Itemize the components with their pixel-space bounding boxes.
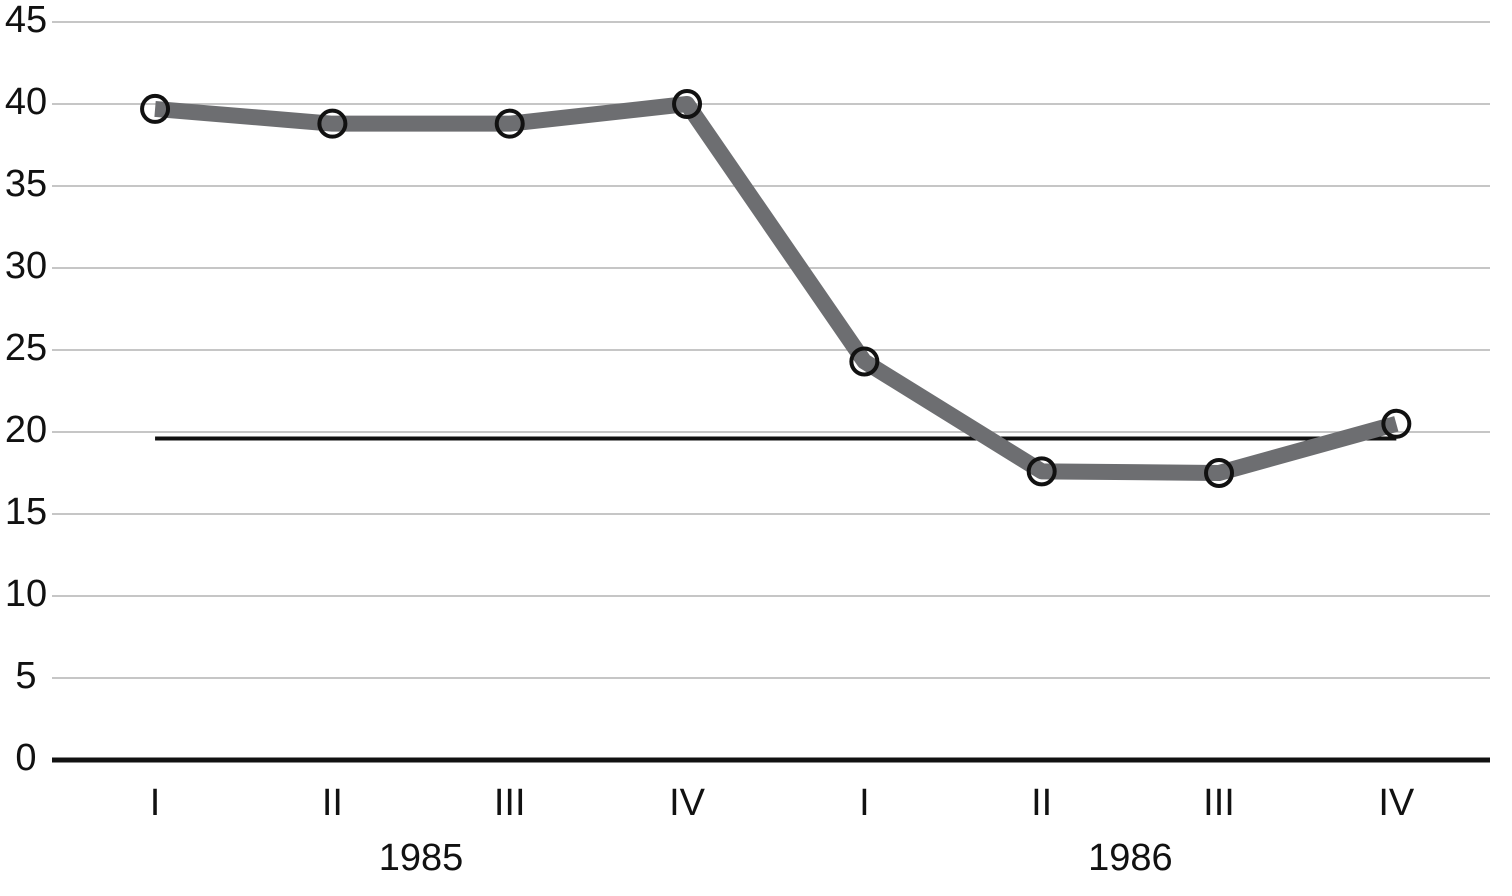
y-tick-label: 40 bbox=[5, 81, 47, 123]
x-tick-label: II bbox=[322, 782, 343, 824]
x-tick-label: III bbox=[494, 782, 526, 824]
data-point bbox=[672, 89, 703, 119]
data-point bbox=[140, 93, 171, 124]
y-tick-label: 30 bbox=[5, 245, 47, 287]
y-tick-label: 15 bbox=[5, 491, 47, 533]
y-tick-label: 5 bbox=[15, 655, 36, 697]
x-group-label: 1986 bbox=[1088, 837, 1173, 879]
y-tick-label: 25 bbox=[5, 327, 47, 369]
data-point bbox=[1026, 456, 1057, 487]
y-tick-label: 35 bbox=[5, 163, 47, 205]
data-point bbox=[317, 108, 348, 139]
y-tick-label: 0 bbox=[15, 737, 36, 779]
series-line bbox=[154, 96, 1399, 481]
x-tick-label: III bbox=[1203, 782, 1235, 824]
x-tick-label: IV bbox=[669, 782, 706, 824]
data-point bbox=[1204, 458, 1235, 488]
data-point bbox=[494, 108, 525, 139]
x-tick-label: II bbox=[1031, 782, 1052, 824]
y-tick-label: 10 bbox=[5, 573, 47, 615]
x-tick-label: I bbox=[150, 782, 161, 824]
x-tick-label: IV bbox=[1378, 782, 1415, 824]
data-point bbox=[1381, 408, 1412, 439]
y-tick-label: 20 bbox=[5, 409, 47, 451]
x-tick-label: I bbox=[859, 782, 870, 824]
data-point bbox=[849, 346, 880, 377]
x-group-label: 1985 bbox=[379, 837, 464, 879]
y-tick-label: 45 bbox=[5, 0, 47, 41]
